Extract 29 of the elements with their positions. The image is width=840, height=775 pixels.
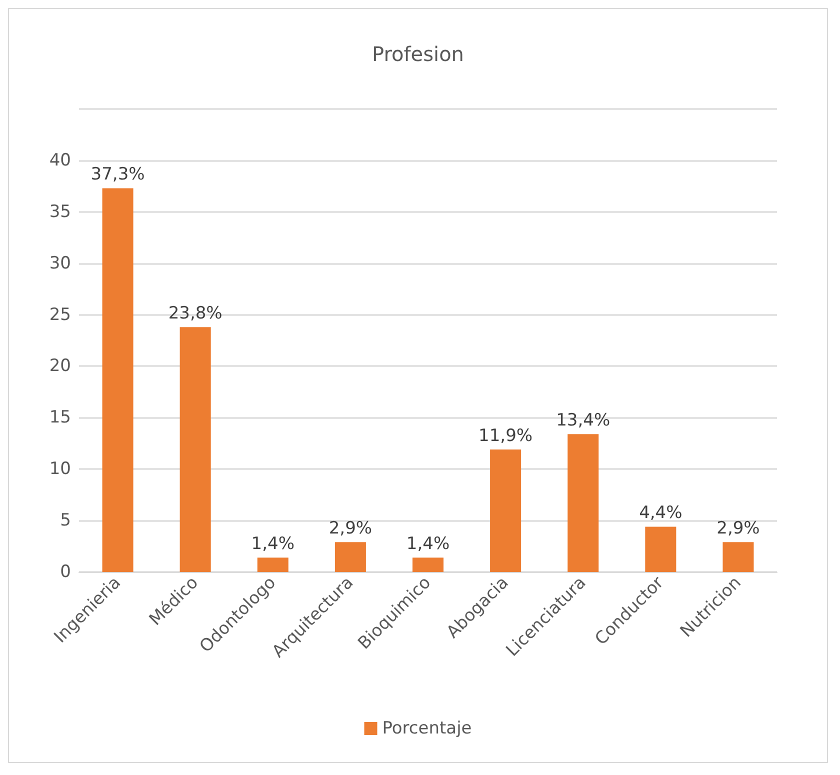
y-tick-label: 35 [49,202,71,222]
y-tick-label: 5 [60,510,71,531]
y-tick-label: 0 [60,562,71,582]
y-tick-label: 20 [49,356,71,376]
y-tick-label: 10 [49,459,71,480]
data-label: 1,4% [251,534,294,554]
bar [257,558,288,572]
bar [334,542,366,572]
data-label: 2,9% [328,518,372,539]
y-tick-label: 25 [49,304,71,325]
legend-label: Porcentaje [382,718,472,738]
data-label: 1,4% [406,534,450,554]
bar [722,542,754,572]
y-tick-label: 30 [49,253,71,274]
y-tick-label: 15 [49,408,71,428]
data-label: 11,9% [478,426,533,446]
bar [568,434,599,572]
bar [645,526,676,572]
data-label: 37,3% [90,164,145,185]
chart-title: Profesion [372,42,464,66]
data-label: 13,4% [556,410,610,431]
bar [412,558,444,572]
bar [102,188,134,572]
data-label: 4,4% [639,503,682,524]
data-label: 23,8% [168,304,222,324]
bar [180,327,211,572]
y-tick-label: 40 [49,150,71,170]
bar [490,450,522,572]
data-label: 2,9% [716,518,760,539]
